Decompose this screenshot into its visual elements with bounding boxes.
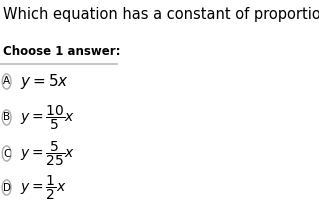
Text: D: D	[3, 183, 11, 193]
Text: Choose 1 answer:: Choose 1 answer:	[3, 46, 120, 59]
Text: $y = 5x$: $y = 5x$	[20, 72, 69, 91]
Text: A: A	[3, 76, 10, 87]
Text: Which equation has a constant of proportionality equal to 5?: Which equation has a constant of proport…	[3, 7, 319, 22]
Text: $y = \dfrac{1}{2}x$: $y = \dfrac{1}{2}x$	[20, 173, 66, 202]
Text: C: C	[3, 149, 10, 158]
Text: $y = \dfrac{5}{25}x$: $y = \dfrac{5}{25}x$	[20, 139, 75, 168]
Text: $y = \dfrac{10}{5}x$: $y = \dfrac{10}{5}x$	[20, 103, 75, 132]
Text: B: B	[3, 112, 10, 123]
